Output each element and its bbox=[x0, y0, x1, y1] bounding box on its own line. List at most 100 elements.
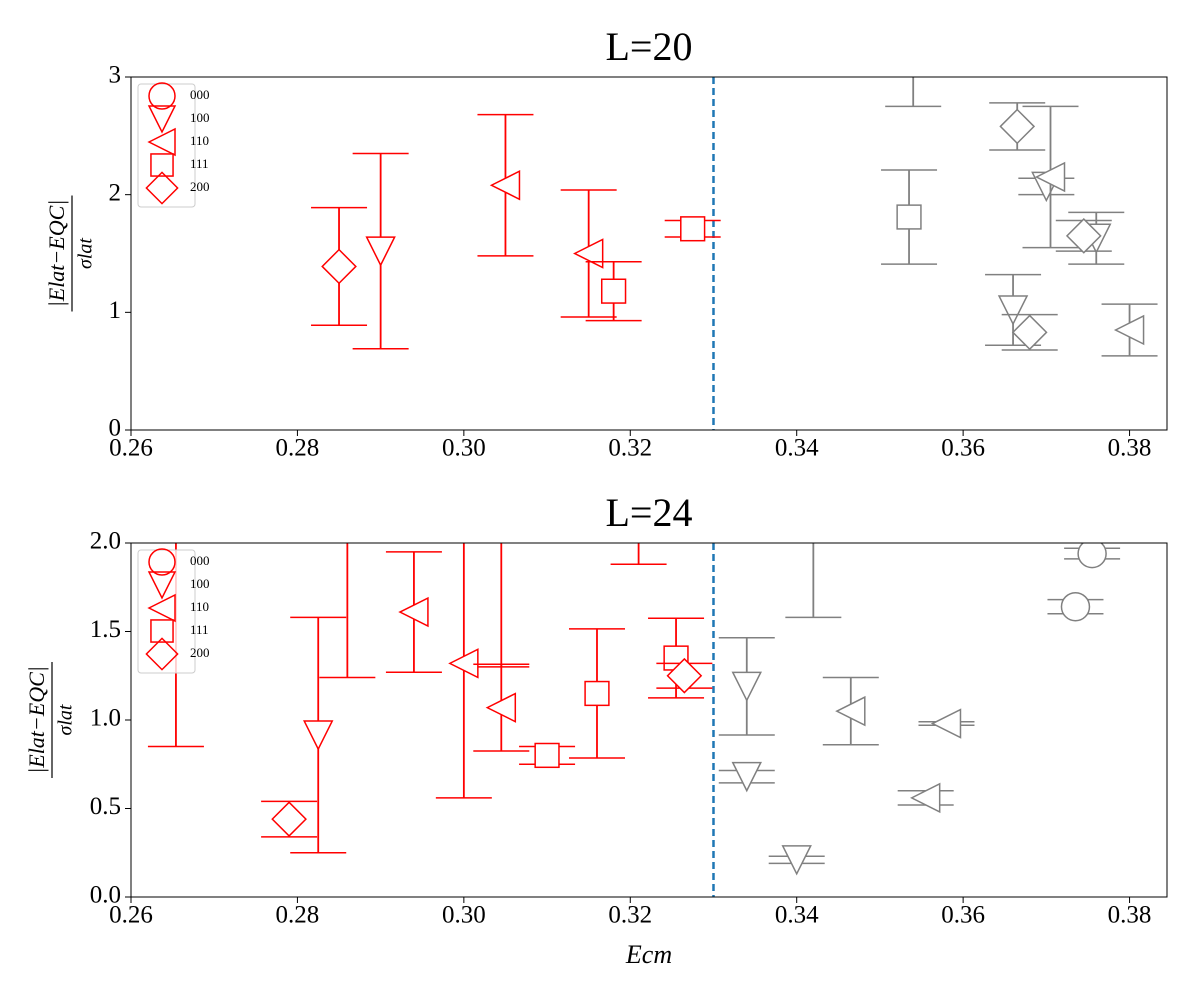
data-point bbox=[610, 543, 667, 565]
marker bbox=[584, 680, 610, 707]
marker bbox=[335, 478, 359, 502]
y-tick-label: 0.0 bbox=[90, 882, 121, 909]
data-point bbox=[648, 617, 705, 699]
axes-frame bbox=[130, 76, 1168, 431]
x-tick-label: 0.38 bbox=[1108, 902, 1152, 929]
data-point bbox=[147, 494, 204, 748]
legend-label: 111 bbox=[190, 156, 209, 171]
marker bbox=[901, 30, 925, 54]
y-tick-label: 1 bbox=[109, 297, 122, 324]
chart-title: L=20 bbox=[606, 24, 693, 69]
data-point bbox=[352, 152, 409, 350]
marker bbox=[162, 494, 190, 522]
marker bbox=[365, 236, 396, 267]
data-point bbox=[881, 169, 938, 265]
legend-marker bbox=[150, 619, 174, 643]
x-tick-label: 0.34 bbox=[775, 902, 819, 929]
marker bbox=[930, 708, 962, 739]
marker bbox=[534, 742, 560, 769]
y-tick-label: 2 bbox=[109, 179, 122, 206]
legend-marker bbox=[147, 105, 177, 134]
data-point bbox=[656, 657, 713, 694]
x-tick-label: 0.34 bbox=[775, 435, 819, 462]
legend-label: 200 bbox=[190, 645, 210, 660]
marker bbox=[910, 782, 941, 814]
data-point bbox=[560, 189, 617, 318]
data-point bbox=[718, 761, 775, 793]
marker bbox=[303, 720, 334, 751]
y-tick-label: 3 bbox=[109, 62, 122, 89]
x-tick-label: 0.28 bbox=[276, 902, 320, 929]
legend-marker bbox=[150, 153, 174, 177]
legend-label: 110 bbox=[190, 599, 209, 614]
data-point bbox=[385, 551, 442, 673]
marker bbox=[271, 801, 307, 837]
plot-area bbox=[147, 478, 1121, 897]
marker bbox=[666, 657, 703, 694]
marker bbox=[1034, 161, 1066, 193]
y-tick-label: 1.0 bbox=[90, 705, 121, 732]
legend-marker bbox=[147, 127, 176, 157]
marker bbox=[731, 761, 762, 793]
data-point bbox=[785, 496, 842, 619]
data-point bbox=[918, 708, 975, 739]
data-point bbox=[261, 800, 318, 838]
data-point bbox=[568, 628, 625, 759]
y-label-denominator: σlat bbox=[75, 238, 97, 269]
chart-title: L=24 bbox=[606, 490, 693, 535]
y-axis-label: |Elat−EQC| σlat bbox=[24, 662, 77, 778]
marker bbox=[487, 494, 515, 522]
data-point bbox=[477, 113, 534, 257]
axes-frame bbox=[130, 542, 1168, 898]
x-tick-label: 0.32 bbox=[608, 902, 652, 929]
data-point bbox=[885, 30, 942, 108]
x-tick-label: 0.26 bbox=[109, 435, 153, 462]
marker bbox=[600, 278, 627, 304]
x-tick-label: 0.36 bbox=[941, 435, 985, 462]
legend: 000 100 110 111 200 bbox=[137, 82, 210, 208]
plot-area bbox=[311, 30, 1158, 430]
marker bbox=[448, 648, 479, 679]
legend-marker bbox=[145, 637, 179, 671]
data-point bbox=[1055, 217, 1112, 254]
legend-label: 100 bbox=[190, 110, 210, 125]
data-point bbox=[1101, 303, 1158, 357]
data-point bbox=[1022, 105, 1079, 249]
y-tick-label: 0.5 bbox=[90, 793, 121, 820]
marker bbox=[1065, 217, 1102, 254]
marker bbox=[1113, 314, 1145, 346]
marker bbox=[731, 671, 762, 703]
legend-label: 000 bbox=[190, 553, 210, 568]
marker bbox=[896, 204, 922, 230]
marker bbox=[801, 496, 825, 520]
data-point bbox=[311, 206, 368, 327]
marker bbox=[781, 845, 812, 876]
data-point bbox=[290, 616, 347, 854]
marker bbox=[835, 695, 866, 727]
marker bbox=[321, 248, 357, 285]
y-label-numerator: |Elat−EQC| bbox=[44, 200, 69, 308]
data-point bbox=[319, 478, 376, 679]
data-point bbox=[718, 636, 775, 736]
marker bbox=[999, 108, 1036, 145]
legend-label: 111 bbox=[190, 622, 209, 637]
x-tick-label: 0.32 bbox=[608, 435, 652, 462]
marker bbox=[572, 238, 604, 269]
x-tick-label: 0.28 bbox=[276, 435, 320, 462]
marker bbox=[1077, 543, 1107, 569]
legend-label: 110 bbox=[190, 133, 209, 148]
marker bbox=[398, 596, 429, 628]
data-point bbox=[585, 260, 642, 322]
y-tick-label: 2.0 bbox=[90, 528, 121, 555]
y-tick-label: 0 bbox=[109, 415, 122, 442]
data-point bbox=[989, 102, 1046, 151]
y-label-numerator: |Elat−EQC| bbox=[24, 666, 49, 774]
y-tick-label: 1.5 bbox=[90, 616, 121, 643]
legend-marker bbox=[147, 571, 177, 600]
data-point bbox=[435, 543, 492, 799]
x-tick-label: 0.30 bbox=[442, 902, 486, 929]
marker bbox=[680, 216, 706, 242]
x-tick-label: 0.38 bbox=[1108, 435, 1152, 462]
data-point bbox=[519, 742, 576, 769]
marker bbox=[1060, 591, 1091, 622]
